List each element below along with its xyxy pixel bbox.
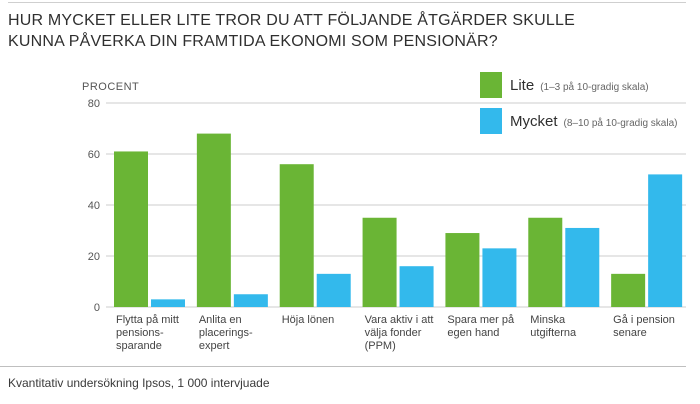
legend-label-mycket: Mycket xyxy=(510,113,558,130)
bar-mycket-7 xyxy=(648,174,683,307)
source-footnote: Kvantitativ undersökning Ipsos, 1 000 in… xyxy=(8,376,270,390)
category-label-4-line-2: välja fonder xyxy=(365,327,422,339)
bar-lite-3 xyxy=(279,164,314,307)
category-label-2-line-2: placerings- xyxy=(199,327,253,339)
category-label-6-line-1: Minska xyxy=(530,314,566,326)
y-tick-label-80: 80 xyxy=(88,98,100,110)
bar-lite-5 xyxy=(445,233,480,307)
bar-mycket-2 xyxy=(233,294,268,307)
category-label-3-line-1: Höja lönen xyxy=(282,314,335,326)
category-label-1-line-2: pensions- xyxy=(116,327,164,339)
bar-mycket-5 xyxy=(482,248,517,307)
bar-mycket-6 xyxy=(565,227,600,307)
top-divider xyxy=(8,2,686,3)
legend-label-lite: Lite xyxy=(510,77,534,94)
category-label-2-line-3: expert xyxy=(199,340,230,352)
legend-swatch-lite xyxy=(480,72,502,98)
footer-divider xyxy=(0,366,686,367)
category-label-7-line-1: Gå i pension xyxy=(613,314,675,326)
category-label-4-line-3: (PPM) xyxy=(365,340,396,352)
category-label-1-line-1: Flytta på mitt xyxy=(116,314,179,326)
chart-title: HUR MYCKET ELLER LITE TROR DU ATT FÖLJAN… xyxy=(8,10,575,52)
category-label-4-line-1: Vara aktiv i att xyxy=(365,314,434,326)
y-tick-label-40: 40 xyxy=(88,200,100,212)
bar-mycket-4 xyxy=(399,266,434,307)
bar-lite-2 xyxy=(196,133,231,307)
category-label-5-line-1: Spara mer på xyxy=(447,314,515,326)
chart-title-line-2: KUNNA PÅVERKA DIN FRAMTIDA EKONOMI SOM P… xyxy=(8,33,498,50)
bar-mycket-1 xyxy=(151,299,185,307)
legend-swatch-mycket xyxy=(480,108,502,134)
y-tick-label-20: 20 xyxy=(88,251,100,263)
bar-mycket-3 xyxy=(316,273,351,307)
category-label-6-line-2: utgifterna xyxy=(530,327,577,339)
y-tick-label-60: 60 xyxy=(88,149,100,161)
category-label-1-line-3: sparande xyxy=(116,340,162,352)
chart-title-line-1: HUR MYCKET ELLER LITE TROR DU ATT FÖLJAN… xyxy=(8,12,575,29)
bar-lite-4 xyxy=(362,217,397,307)
legend-description-mycket: (8–10 på 10-gradig skala) xyxy=(564,117,678,129)
bar-lite-6 xyxy=(528,217,563,307)
bar-lite-1 xyxy=(114,151,148,307)
category-label-2-line-1: Anlita en xyxy=(199,314,242,326)
legend-description-lite: (1–3 på 10-gradig skala) xyxy=(540,81,648,93)
category-label-7-line-2: senare xyxy=(613,327,647,339)
bar-lite-7 xyxy=(611,273,646,307)
category-label-5-line-2: egen hand xyxy=(447,327,499,339)
y-axis-label: PROCENT xyxy=(82,81,139,93)
y-tick-label-0: 0 xyxy=(94,302,100,314)
